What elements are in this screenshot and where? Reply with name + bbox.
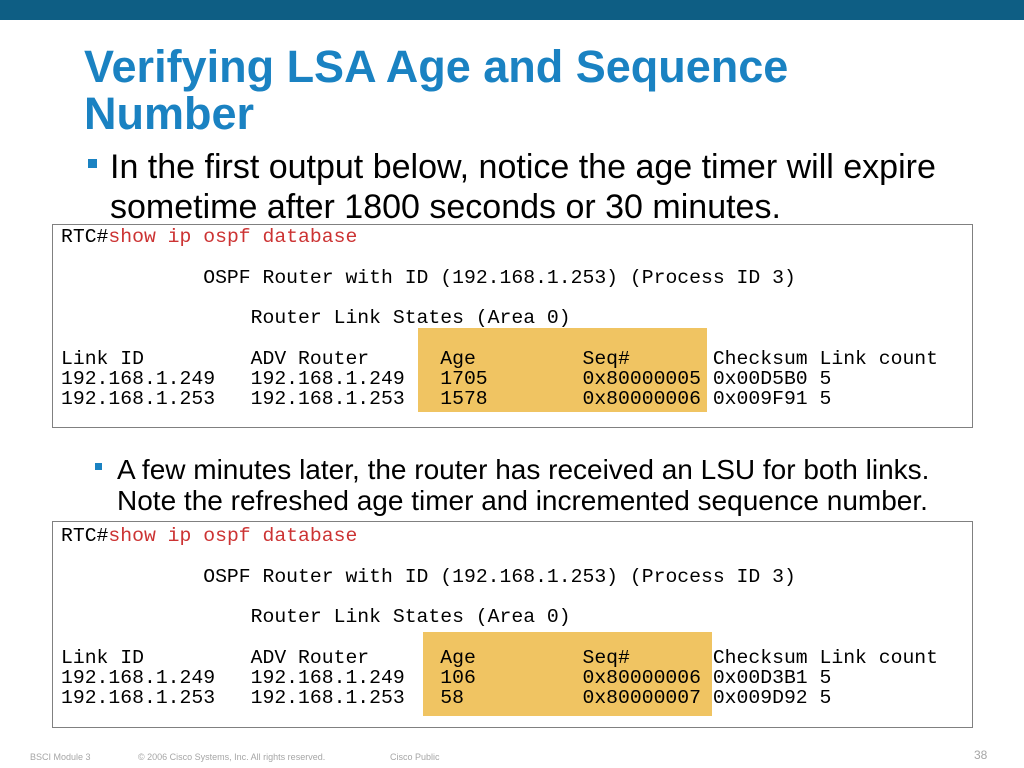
bullet-square-icon (88, 159, 97, 168)
column-header-checksum: Checksum (712, 646, 808, 669)
cell-age: 1705 (440, 368, 488, 391)
link-states-header: Router Link States (Area 0) (250, 606, 571, 629)
table-header: Link ID ADV Router Age Seq# Checksum Lin… (61, 646, 939, 669)
cli-command: show ip ospf database (108, 525, 358, 547)
cell-seq: 0x80000005 (582, 368, 701, 391)
cell-link-id: 192.168.1.249 (61, 368, 216, 391)
router-id-header: OSPF Router with ID (192.168.1.253) (Pro… (203, 266, 796, 289)
column-header-link-count: Link count (819, 347, 939, 370)
blank-line (61, 546, 938, 566)
cell-checksum: 0x009F91 (712, 388, 808, 411)
link-states-header: Router Link States (Area 0) (250, 307, 571, 330)
cli-command: show ip ospf database (108, 226, 358, 248)
cli-text: RTC# show ip ospf database OSPF Router w… (61, 526, 938, 709)
cell-seq: 0x80000006 (582, 667, 701, 690)
table-header: Link ID ADV Router Age Seq# Checksum Lin… (61, 347, 939, 370)
column-header-adv-router: ADV Router (250, 646, 370, 669)
footer-classification: Cisco Public (390, 752, 440, 762)
link-states-line: Router Link States (Area 0) (61, 307, 938, 330)
column-header-link-id: Link ID (61, 347, 144, 370)
cell-checksum: 0x009D92 (712, 687, 808, 710)
cell-age: 1578 (440, 388, 488, 411)
top-banner (0, 0, 1024, 20)
cell-seq: 0x80000007 (582, 687, 701, 710)
cell-link-id: 192.168.1.253 (61, 687, 216, 710)
column-header-link-id: Link ID (61, 646, 144, 669)
column-header-link-count: Link count (819, 646, 939, 669)
cell-link-count: 5 (819, 687, 832, 710)
slide-title: Verifying LSA Age and Sequence Number (84, 41, 789, 139)
router-id-header: OSPF Router with ID (192.168.1.253) (Pro… (203, 565, 796, 588)
blank-line (61, 247, 938, 267)
table-row: 192.168.1.249 192.168.1.249 1705 0x80000… (61, 368, 938, 391)
footer-module: BSCI Module 3 (30, 752, 91, 762)
cell-link-id: 192.168.1.253 (61, 388, 216, 411)
page-number: 38 (974, 748, 988, 762)
router-id-line: OSPF Router with ID (192.168.1.253) (Pro… (61, 565, 938, 588)
cell-checksum: 0x00D5B0 (712, 368, 808, 391)
cell-adv-router: 192.168.1.249 (250, 368, 405, 391)
bullet-text-first: In the first output below, notice the ag… (110, 148, 936, 226)
cell-link-count: 5 (819, 368, 832, 391)
cli-text: RTC# show ip ospf database OSPF Router w… (61, 227, 938, 410)
blank-line (61, 328, 938, 348)
command-line: RTC# show ip ospf database (61, 525, 938, 547)
age-seq-highlight (418, 328, 707, 412)
column-header-adv-router: ADV Router (250, 347, 370, 370)
table-row: 192.168.1.253 192.168.1.253 58 0x8000000… (61, 687, 938, 710)
cell-age: 106 (440, 667, 476, 690)
cell-link-count: 5 (819, 388, 832, 411)
bullet-square-icon (95, 463, 102, 470)
blank-line (61, 288, 938, 308)
table-row: 192.168.1.249 192.168.1.249 106 0x800000… (61, 667, 938, 690)
column-header-seq: Seq# (582, 347, 630, 370)
column-header-age: Age (440, 347, 476, 370)
command-line: RTC# show ip ospf database (61, 226, 938, 248)
cell-link-id: 192.168.1.249 (61, 667, 216, 690)
cell-adv-router: 192.168.1.249 (250, 667, 405, 690)
cli-prompt: RTC# (61, 525, 109, 547)
column-header-seq: Seq# (582, 646, 630, 669)
cli-output-after: RTC# show ip ospf database OSPF Router w… (52, 521, 973, 728)
cell-checksum: 0x00D3B1 (712, 667, 808, 690)
cli-output-before: RTC# show ip ospf database OSPF Router w… (52, 224, 973, 428)
cell-seq: 0x80000006 (582, 388, 701, 411)
blank-line (61, 587, 938, 607)
column-header-age: Age (440, 646, 476, 669)
cell-age: 58 (440, 687, 464, 710)
age-seq-highlight (423, 632, 712, 716)
bullet-text-second: A few minutes later, the router has rece… (117, 454, 930, 516)
link-states-line: Router Link States (Area 0) (61, 606, 938, 629)
cell-link-count: 5 (819, 667, 832, 690)
router-id-line: OSPF Router with ID (192.168.1.253) (Pro… (61, 266, 938, 289)
cell-adv-router: 192.168.1.253 (250, 687, 405, 710)
blank-line (61, 627, 938, 647)
table-row: 192.168.1.253 192.168.1.253 1578 0x80000… (61, 388, 938, 411)
cell-adv-router: 192.168.1.253 (250, 388, 405, 411)
footer-copyright: © 2006 Cisco Systems, Inc. All rights re… (138, 752, 326, 762)
column-header-checksum: Checksum (712, 347, 808, 370)
cli-prompt: RTC# (61, 226, 109, 248)
